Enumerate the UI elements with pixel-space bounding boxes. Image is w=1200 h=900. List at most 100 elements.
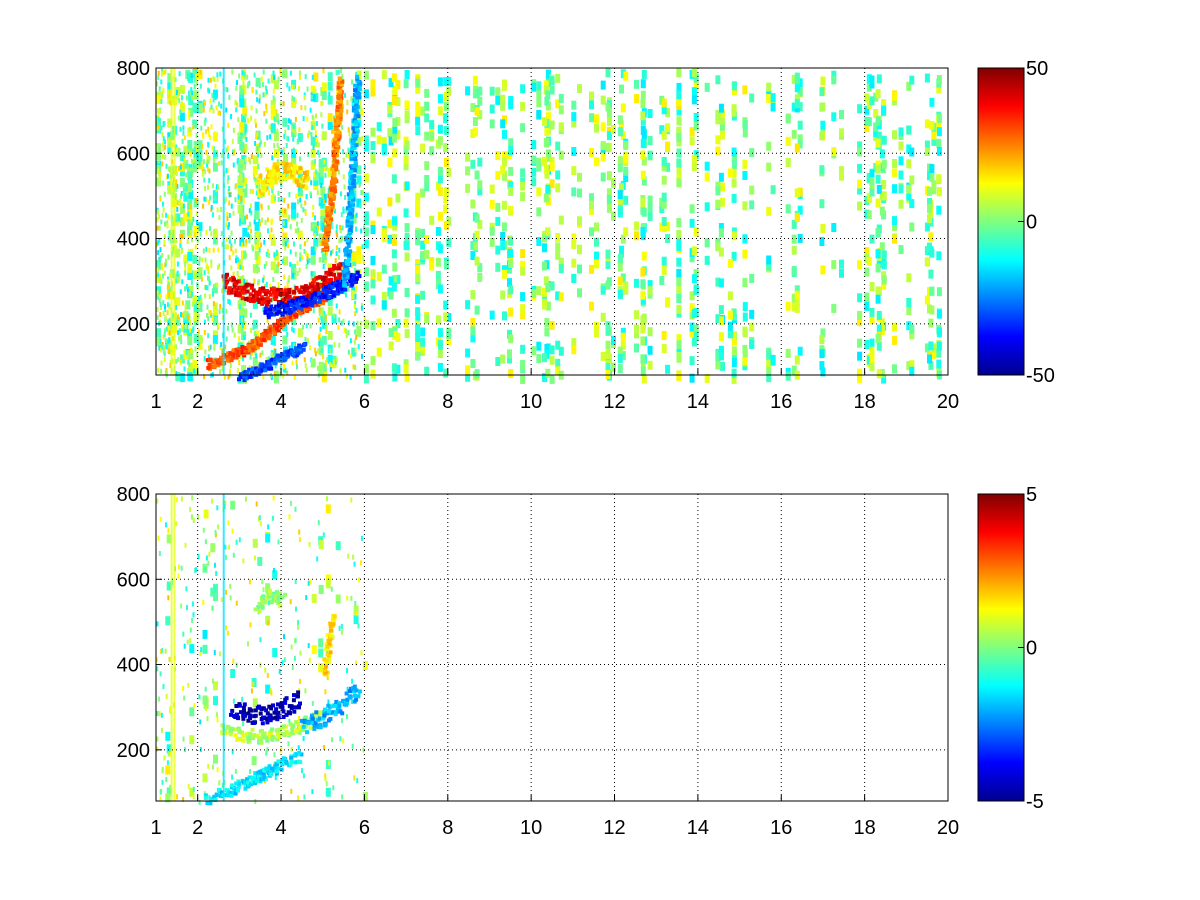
heatmap-cell xyxy=(351,202,356,207)
heatmap-cell xyxy=(336,263,341,268)
heatmap-cell xyxy=(326,193,329,199)
heatmap-cell xyxy=(392,148,398,158)
heatmap-cell xyxy=(363,70,369,80)
heatmap-cell xyxy=(766,94,772,103)
heatmap-cell xyxy=(184,542,187,548)
heatmap-cell xyxy=(347,203,352,208)
heatmap-cell xyxy=(304,175,309,180)
heatmap-cell xyxy=(241,275,244,280)
heatmap-cell xyxy=(174,100,177,106)
heatmap-cell xyxy=(906,144,912,154)
heatmap-cell xyxy=(324,220,327,225)
heatmap-cell xyxy=(320,100,323,106)
heatmap-cell xyxy=(204,349,207,355)
heatmap-cell xyxy=(223,374,226,380)
heatmap-cell xyxy=(286,281,289,287)
heatmap-cell xyxy=(352,293,355,299)
heatmap-cell xyxy=(571,147,577,156)
heatmap-cell xyxy=(339,224,342,230)
heatmap-cell xyxy=(443,101,449,111)
heatmap-cell xyxy=(193,303,199,313)
heatmap-cell xyxy=(270,690,273,696)
heatmap-cell xyxy=(906,361,912,371)
heatmap-cell xyxy=(544,318,550,328)
heatmap-cell xyxy=(209,310,212,316)
heatmap-cell xyxy=(589,100,594,110)
heatmap-cell xyxy=(270,123,276,133)
heatmap-cell xyxy=(387,157,393,167)
heatmap-cell xyxy=(866,355,872,365)
heatmap-cell xyxy=(742,328,748,338)
heatmap-cell xyxy=(424,101,430,111)
heatmap-cell xyxy=(283,169,288,174)
heatmap-cell xyxy=(339,368,342,374)
heatmap-cell xyxy=(424,131,430,141)
heatmap-cell xyxy=(262,289,267,294)
heatmap-cell xyxy=(924,257,930,267)
heatmap-cell xyxy=(206,716,209,722)
heatmap-cell xyxy=(495,245,501,255)
heatmap-cell xyxy=(857,141,863,151)
heatmap-cell xyxy=(342,174,345,180)
heatmap-cell xyxy=(309,323,312,329)
heatmap-cell xyxy=(257,193,262,198)
heatmap-cell xyxy=(693,73,699,83)
heatmap-cell xyxy=(202,159,205,165)
heatmap-cell xyxy=(202,248,205,254)
heatmap-cell xyxy=(898,170,904,180)
heatmap-cell xyxy=(241,255,244,260)
heatmap-cell xyxy=(251,366,256,371)
heatmap-cell xyxy=(391,216,397,226)
heatmap-cell xyxy=(320,186,326,196)
heatmap-cell xyxy=(195,73,197,79)
heatmap-cell xyxy=(340,623,343,629)
heatmap-cell xyxy=(214,792,219,797)
heatmap-cell xyxy=(611,178,616,188)
heatmap-cell xyxy=(187,211,190,217)
heatmap-cell xyxy=(404,232,410,242)
heatmap-cell xyxy=(192,163,195,169)
heatmap-cell xyxy=(272,289,277,293)
heatmap-cell xyxy=(415,192,421,202)
heatmap-cell xyxy=(335,229,338,235)
heatmap-cell xyxy=(160,305,162,310)
heatmap-cell xyxy=(318,307,324,317)
heatmap-cell xyxy=(191,618,194,623)
heatmap-cell xyxy=(156,294,159,299)
heatmap-cell xyxy=(283,634,285,640)
heatmap-cell xyxy=(324,360,327,366)
heatmap-cell xyxy=(305,250,308,256)
heatmap-cell xyxy=(235,600,238,606)
heatmap-cell xyxy=(864,267,870,277)
heatmap-cell xyxy=(555,183,561,193)
heatmap-cell xyxy=(286,135,289,141)
heatmap-cell xyxy=(605,102,611,112)
heatmap-cell xyxy=(271,286,276,291)
heatmap-cell xyxy=(318,197,324,207)
heatmap-cell xyxy=(195,197,198,203)
heatmap-cell xyxy=(309,191,312,197)
heatmap-cell xyxy=(175,238,178,244)
heatmap-cell xyxy=(693,285,699,295)
heatmap-cell xyxy=(346,192,351,197)
heatmap-cell xyxy=(363,173,369,183)
heatmap-cell xyxy=(164,154,167,160)
heatmap-cell xyxy=(819,199,825,209)
heatmap-cell xyxy=(327,699,330,705)
heatmap-cell xyxy=(869,187,875,197)
heatmap-cell xyxy=(325,329,328,335)
heatmap-cell xyxy=(262,374,265,380)
heatmap-cell xyxy=(362,259,365,265)
heatmap-cell xyxy=(520,260,526,270)
heatmap-cell xyxy=(315,113,317,119)
heatmap-cell xyxy=(326,496,328,502)
heatmap-cell xyxy=(166,223,169,229)
heatmap-cell xyxy=(190,217,193,223)
heatmap-cell xyxy=(605,357,611,367)
heatmap-cell xyxy=(218,263,221,269)
heatmap-cell xyxy=(213,798,218,802)
heatmap-cell xyxy=(542,373,547,383)
heatmap-cell xyxy=(345,238,350,243)
heatmap-cell xyxy=(286,82,289,88)
heatmap-cell xyxy=(287,294,292,299)
